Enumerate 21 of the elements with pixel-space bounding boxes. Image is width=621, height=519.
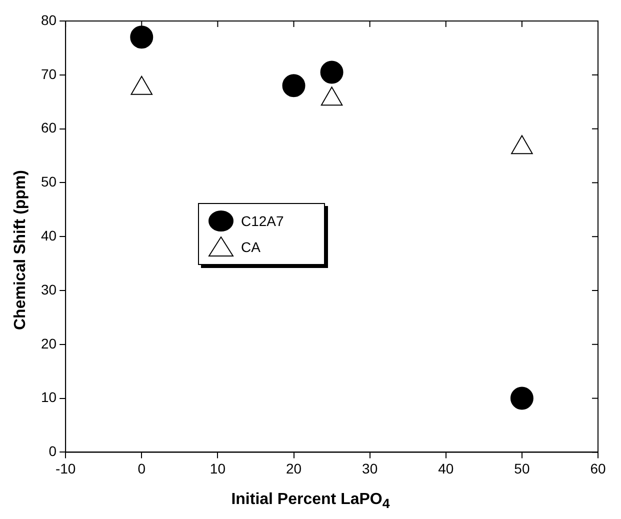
y-tick-label: 30 (40, 281, 57, 298)
y-tick-label: 50 (40, 174, 57, 190)
x-tick-label: 20 (286, 460, 302, 476)
x-tick-label: 40 (438, 460, 454, 476)
y-tick-label: 20 (40, 335, 57, 352)
x-tick-label: 60 (590, 460, 606, 476)
y-tick-label: 80 (40, 12, 57, 28)
y-tick-label: 60 (40, 120, 57, 136)
x-tick-label: 30 (362, 460, 378, 476)
y-tick-label: 0 (48, 443, 57, 460)
y-tick-label: 70 (40, 66, 57, 82)
x-tick-label: 10 (210, 460, 226, 476)
x-tick-label: 0 (138, 460, 146, 476)
y-axis-title: Chemical Shift (ppm) (12, 169, 30, 330)
y-tick-label: 40 (40, 227, 57, 244)
x-tick-label: -10 (55, 460, 76, 476)
x-axis-title: Initial Percent LaPO$_{4}$ (230, 490, 391, 511)
legend-label: CA (241, 239, 260, 255)
x-tick-label: 50 (514, 460, 530, 476)
legend-label: C12A7 (241, 213, 284, 229)
y-tick-label: 10 (40, 389, 57, 406)
